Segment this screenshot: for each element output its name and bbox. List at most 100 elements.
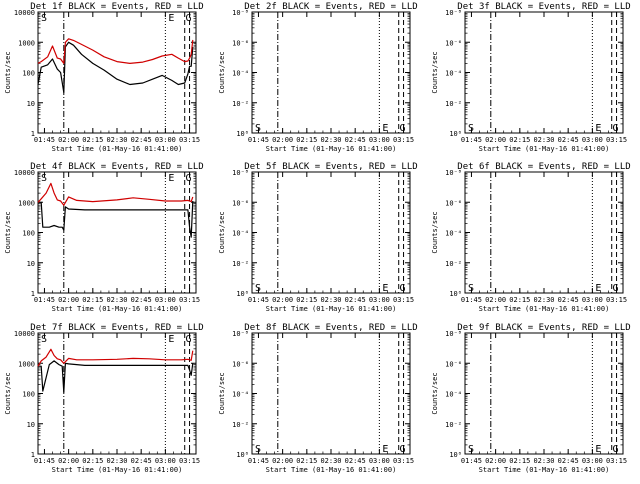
y-tick-label: 10⁻⁸: [445, 330, 462, 338]
panel-title: Det 6f BLACK = Events, RED = LLD: [457, 162, 630, 172]
x-tick-label: 02:30: [106, 136, 127, 144]
marker-g: G: [613, 123, 619, 134]
x-tick-label: 01:45: [248, 296, 269, 304]
plot-frame: [464, 332, 624, 455]
x-tick-label: 01:45: [34, 136, 55, 144]
x-tick-label: 02:00: [485, 296, 506, 304]
y-tick-label: 10⁰: [449, 451, 462, 459]
y-tick-label: 10⁻⁶: [445, 39, 462, 47]
y-tick-label: 1000: [18, 199, 35, 207]
marker-s: S: [468, 123, 474, 134]
marker-g: G: [400, 283, 406, 294]
x-tick-label: 03:15: [179, 296, 200, 304]
y-tick-label: 10: [27, 100, 35, 108]
x-tick-label: 01:45: [461, 296, 482, 304]
plot-frame: [37, 11, 197, 134]
x-tick-label: 02:45: [345, 136, 366, 144]
y-axis-label: Counts/sec: [218, 372, 226, 414]
x-tick-label: 02:30: [533, 136, 554, 144]
marker-s: S: [41, 334, 47, 345]
y-tick-label: 10⁻⁸: [232, 169, 249, 177]
y-tick-label: 10⁰: [449, 130, 462, 138]
panel-det-2: Det 2f BLACK = Events, RED = LLD Counts/s…: [218, 2, 418, 153]
x-tick-label: 02:00: [58, 457, 79, 465]
plot-frame: [37, 171, 197, 294]
x-tick-label: 01:45: [34, 296, 55, 304]
y-tick-label: 10⁻⁶: [232, 360, 249, 368]
plot-frame: [464, 11, 624, 134]
x-tick-label: 02:15: [509, 136, 530, 144]
plot-frame: [251, 332, 411, 455]
x-tick-label: 03:00: [369, 457, 390, 465]
y-tick-label: 10⁰: [449, 290, 462, 298]
x-tick-label: 03:00: [155, 296, 176, 304]
x-axis-label: Start Time (01-May-16 01:41:00): [479, 145, 610, 153]
x-tick-label: 02:15: [296, 136, 317, 144]
panel-det-1: Det 1f BLACK = Events, RED = LLD Counts/s…: [4, 2, 204, 153]
marker-s: S: [468, 283, 474, 294]
y-tick-label: 100: [22, 391, 35, 399]
marker-e: E: [168, 334, 174, 345]
x-tick-label: 01:45: [248, 136, 269, 144]
x-tick-label: 02:30: [533, 296, 554, 304]
panel-det-9: Det 9f BLACK = Events, RED = LLD Counts/s…: [431, 323, 631, 474]
x-tick-label: 02:30: [320, 296, 341, 304]
y-tick-label: 10⁻⁴: [232, 391, 249, 399]
panel-title: Det 4f BLACK = Events, RED = LLD: [30, 162, 203, 172]
panel-title: Det 2f BLACK = Events, RED = LLD: [244, 2, 417, 12]
y-tick-label: 10⁻⁸: [445, 169, 462, 177]
y-tick-label: 10⁻⁴: [445, 70, 462, 78]
x-tick-label: 03:15: [393, 296, 414, 304]
x-tick-label: 01:45: [34, 457, 55, 465]
x-tick-label: 02:00: [485, 136, 506, 144]
marker-g: G: [400, 123, 406, 134]
marker-g: G: [400, 444, 406, 455]
x-tick-label: 03:15: [179, 457, 200, 465]
panel-title: Det 7f BLACK = Events, RED = LLD: [30, 323, 203, 333]
y-tick-label: 1: [31, 290, 35, 298]
y-tick-label: 100: [22, 230, 35, 238]
x-tick-label: 03:00: [155, 457, 176, 465]
y-tick-label: 100: [22, 70, 35, 78]
x-tick-label: 03:00: [369, 136, 390, 144]
y-tick-label: 1000: [18, 360, 35, 368]
y-axis-label: Counts/sec: [218, 211, 226, 253]
marker-s: S: [255, 444, 261, 455]
y-axis-label: Counts/sec: [431, 211, 439, 253]
x-tick-label: 02:15: [509, 296, 530, 304]
y-tick-label: 10⁻²: [445, 100, 462, 108]
x-tick-label: 02:00: [272, 457, 293, 465]
y-tick-label: 10⁻²: [445, 421, 462, 429]
y-tick-label: 10⁻⁶: [445, 199, 462, 207]
x-tick-label: 02:45: [558, 136, 579, 144]
y-tick-label: 10⁻⁴: [445, 391, 462, 399]
marker-g: G: [613, 283, 619, 294]
marker-e: E: [382, 283, 388, 294]
x-tick-label: 02:00: [272, 136, 293, 144]
x-tick-label: 02:45: [345, 296, 366, 304]
y-tick-label: 10⁻²: [232, 260, 249, 268]
x-axis-label: Start Time (01-May-16 01:41:00): [266, 305, 397, 313]
x-tick-label: 03:15: [606, 136, 627, 144]
y-tick-label: 10⁻⁶: [232, 39, 249, 47]
y-tick-label: 1: [31, 130, 35, 138]
marker-e: E: [595, 444, 601, 455]
y-tick-label: 10⁻²: [445, 260, 462, 268]
panel-det-4: Det 4f BLACK = Events, RED = LLD Counts/s…: [4, 162, 204, 313]
series-lld: [37, 182, 194, 206]
x-tick-label: 02:15: [296, 457, 317, 465]
x-tick-label: 02:30: [533, 457, 554, 465]
y-tick-label: 10⁻⁸: [232, 330, 249, 338]
panel-title: Det 1f BLACK = Events, RED = LLD: [30, 2, 203, 12]
y-tick-label: 10: [27, 421, 35, 429]
x-tick-label: 02:15: [82, 457, 103, 465]
marker-e: E: [168, 173, 174, 184]
y-axis-label: Counts/sec: [4, 211, 12, 253]
y-tick-label: 10⁻⁸: [445, 9, 462, 17]
x-tick-label: 03:15: [393, 457, 414, 465]
x-tick-label: 02:00: [58, 296, 79, 304]
x-tick-label: 02:30: [320, 457, 341, 465]
marker-e: E: [595, 283, 601, 294]
panel-det-6: Det 6f BLACK = Events, RED = LLD Counts/s…: [431, 162, 631, 313]
